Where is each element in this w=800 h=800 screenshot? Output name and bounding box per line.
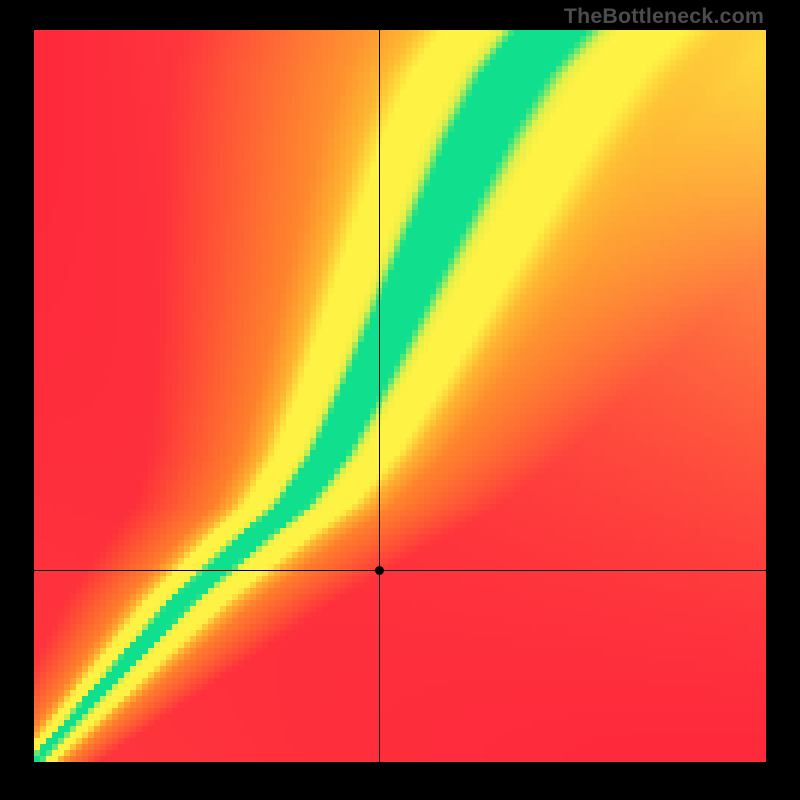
watermark-text: TheBottleneck.com (564, 4, 764, 29)
heatmap-canvas (34, 30, 766, 762)
heatmap-plot (34, 30, 766, 762)
crosshair-horizontal (34, 570, 766, 571)
chart-container: TheBottleneck.com (0, 0, 800, 800)
crosshair-dot (375, 566, 384, 575)
crosshair-vertical (379, 30, 380, 762)
